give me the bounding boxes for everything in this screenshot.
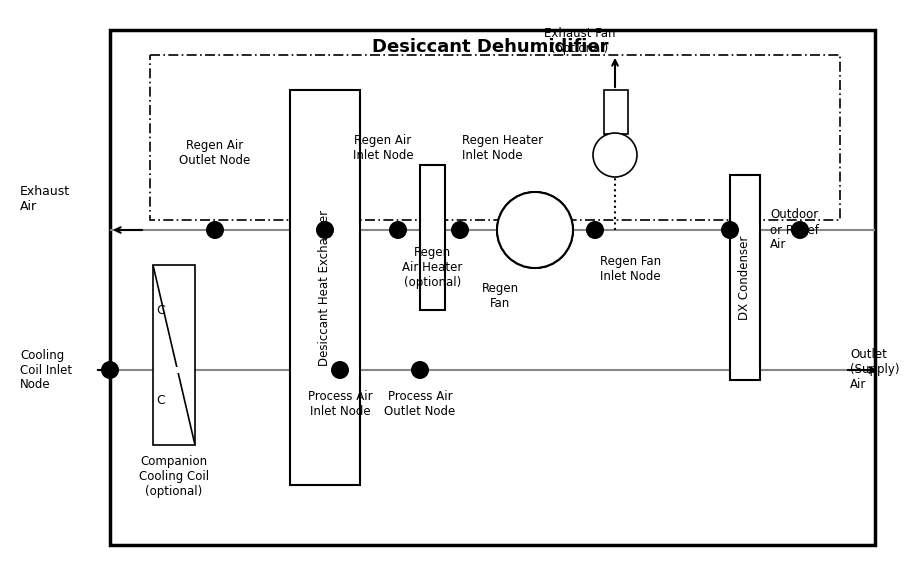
Circle shape	[331, 361, 349, 379]
Circle shape	[451, 221, 468, 239]
Circle shape	[790, 221, 808, 239]
Circle shape	[586, 221, 603, 239]
Circle shape	[496, 192, 572, 268]
Bar	[291, 367, 359, 373]
Bar	[290, 90, 360, 485]
Text: Regen
Air Heater
(optional): Regen Air Heater (optional)	[402, 246, 462, 289]
Text: Regen Fan
Inlet Node: Regen Fan Inlet Node	[599, 255, 660, 283]
Bar	[153, 265, 195, 445]
Circle shape	[411, 361, 428, 379]
Text: Regen Air
Inlet Node: Regen Air Inlet Node	[353, 134, 413, 162]
Circle shape	[101, 361, 118, 379]
Bar	[731, 227, 758, 233]
Bar	[291, 227, 359, 233]
Text: Desiccant Heat Exchanger: Desiccant Heat Exchanger	[318, 209, 331, 365]
Circle shape	[592, 133, 636, 177]
Bar	[420, 165, 445, 310]
Circle shape	[315, 221, 333, 239]
Text: Process Air
Outlet Node: Process Air Outlet Node	[384, 390, 456, 418]
Text: Exhaust Fan
(optional): Exhaust Fan (optional)	[544, 27, 615, 55]
Text: Regen Air
Outlet Node: Regen Air Outlet Node	[179, 139, 251, 167]
Bar	[110, 30, 874, 545]
Text: DX Condenser: DX Condenser	[738, 235, 751, 320]
Circle shape	[721, 221, 738, 239]
Bar	[421, 227, 444, 233]
Text: C: C	[156, 303, 165, 316]
Bar	[154, 367, 194, 373]
Bar	[731, 367, 758, 373]
Text: Regen
Fan: Regen Fan	[481, 282, 518, 310]
Bar	[729, 175, 759, 380]
Circle shape	[389, 221, 406, 239]
Text: C: C	[156, 393, 165, 406]
Bar	[603, 90, 628, 134]
Text: Exhaust
Air: Exhaust Air	[20, 185, 70, 213]
Text: Cooling
Coil Inlet
Node: Cooling Coil Inlet Node	[20, 348, 72, 392]
Text: Outdoor
or Relief
Air: Outdoor or Relief Air	[769, 209, 818, 251]
Circle shape	[497, 193, 571, 267]
Circle shape	[206, 221, 224, 239]
Circle shape	[496, 192, 572, 268]
Bar	[149, 55, 839, 220]
Text: Companion
Cooling Coil
(optional): Companion Cooling Coil (optional)	[138, 455, 209, 498]
Text: Desiccant Dehumidifier: Desiccant Dehumidifier	[372, 38, 608, 56]
Text: Regen Heater
Inlet Node: Regen Heater Inlet Node	[462, 134, 543, 162]
Text: Process Air
Inlet Node: Process Air Inlet Node	[307, 390, 372, 418]
Text: Outlet
(Supply)
Air: Outlet (Supply) Air	[849, 348, 898, 392]
